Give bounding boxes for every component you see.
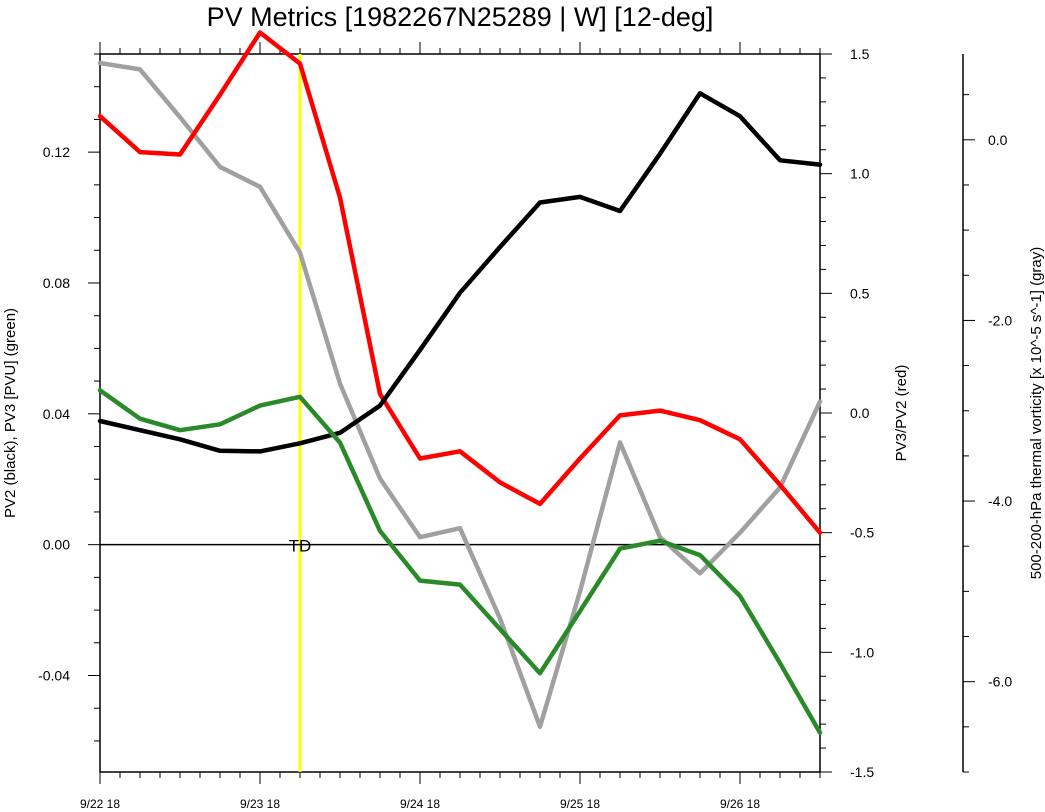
storm-stage-label: TD [289, 537, 312, 556]
left-y-tick-label: 0.04 [43, 406, 70, 422]
right-y-tick-label: -0.5 [850, 525, 874, 541]
outer-y-tick-label: -4.0 [988, 493, 1012, 509]
series-layer [97, 30, 823, 735]
left-y-tick-label: 0.12 [43, 144, 70, 160]
left-y-tick-label: 0.00 [43, 537, 70, 553]
tick-layer: 9/22 18 9/23 18 9/24 18 9/25 18 9/26 18 0.12 0… [38, 42, 1012, 811]
annotation-layer [100, 54, 820, 772]
pv-ratio-line [97, 30, 823, 535]
x-tick-label: 9/26 18 [720, 797, 760, 811]
pv2-line [97, 91, 823, 454]
x-tick-label: 9/22 18 [80, 797, 120, 811]
right-y-tick-label: 1.0 [850, 166, 870, 182]
x-tick-label: 9/25 18 [560, 797, 600, 811]
left-y-tick-label: 0.08 [43, 275, 70, 291]
outer-y-tick-label: -6.0 [988, 674, 1012, 690]
x-tick-label: 9/24 18 [400, 797, 440, 811]
left-y-tick-label: -0.04 [38, 668, 70, 684]
outer-y-tick-label: -2.0 [988, 312, 1012, 328]
right-y-axis-label: PV3/PV2 (red) [893, 365, 910, 462]
outer-y-axis-label: 500-200-hPa thermal vorticity [x 10^-5 s… [1028, 247, 1045, 580]
pv3-line [97, 388, 823, 735]
right-y-tick-label: -1.0 [850, 644, 874, 660]
outer-y-tick-label: 0.0 [988, 132, 1008, 148]
right-y-tick-label: 0.5 [850, 285, 870, 301]
right-y-tick-label: 1.5 [850, 46, 870, 62]
right-y-tick-label: -1.5 [850, 764, 874, 780]
plot-frame [99, 53, 821, 773]
axis-label-layer: TD PV2 (black), PV3 [PVU] (green) PV3/PV2 … [2, 247, 1045, 580]
left-y-axis-label: PV2 (black), PV3 [PVU] (green) [2, 308, 19, 518]
thermal-vorticity-line [97, 60, 823, 730]
x-tick-label: 9/23 18 [240, 797, 280, 811]
right-y-tick-label: 0.0 [850, 405, 870, 421]
chart-title: PV Metrics [1982267N25289 | W] [12-deg] [207, 2, 714, 32]
